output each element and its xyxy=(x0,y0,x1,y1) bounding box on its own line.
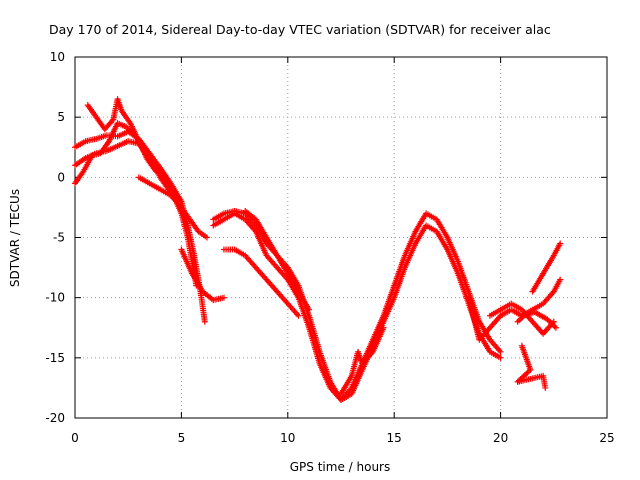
data-point xyxy=(557,276,564,283)
x-tick-label: 5 xyxy=(178,431,186,445)
x-axis-label: GPS time / hours xyxy=(290,460,391,474)
data-point xyxy=(203,234,210,241)
y-axis-label: SDTVAR / TECUs xyxy=(8,189,22,287)
y-tick-label: -20 xyxy=(45,411,65,425)
data-point xyxy=(152,168,159,175)
axes xyxy=(74,56,608,419)
data-point xyxy=(295,312,302,319)
x-tick-label: 10 xyxy=(280,431,295,445)
y-tick-label: 10 xyxy=(50,50,65,64)
y-tick-label: 5 xyxy=(57,110,65,124)
data-point xyxy=(201,318,208,325)
x-tick-label: 0 xyxy=(71,431,79,445)
chart-title: Day 170 of 2014, Sidereal Day-to-day VTE… xyxy=(49,22,551,37)
data-point xyxy=(306,306,313,313)
x-tick-label: 20 xyxy=(493,431,508,445)
x-tick-label: 15 xyxy=(387,431,402,445)
data-point xyxy=(497,348,504,355)
data-point xyxy=(220,294,227,301)
data-point xyxy=(542,384,549,391)
data-point xyxy=(552,324,559,331)
data-points xyxy=(72,96,564,403)
data-point xyxy=(557,240,564,247)
y-tick-label: 0 xyxy=(57,170,65,184)
tick-labels: 0 5 10 15 20 25 -20 -15 -10 -5 0 5 10 xyxy=(45,50,614,445)
data-point xyxy=(109,117,116,124)
x-tick-label: 25 xyxy=(599,431,614,445)
y-tick-label: -10 xyxy=(45,291,65,305)
y-tick-label: -5 xyxy=(53,231,65,245)
data-point xyxy=(380,324,387,331)
data-point xyxy=(497,354,504,361)
y-tick-label: -15 xyxy=(45,351,65,365)
